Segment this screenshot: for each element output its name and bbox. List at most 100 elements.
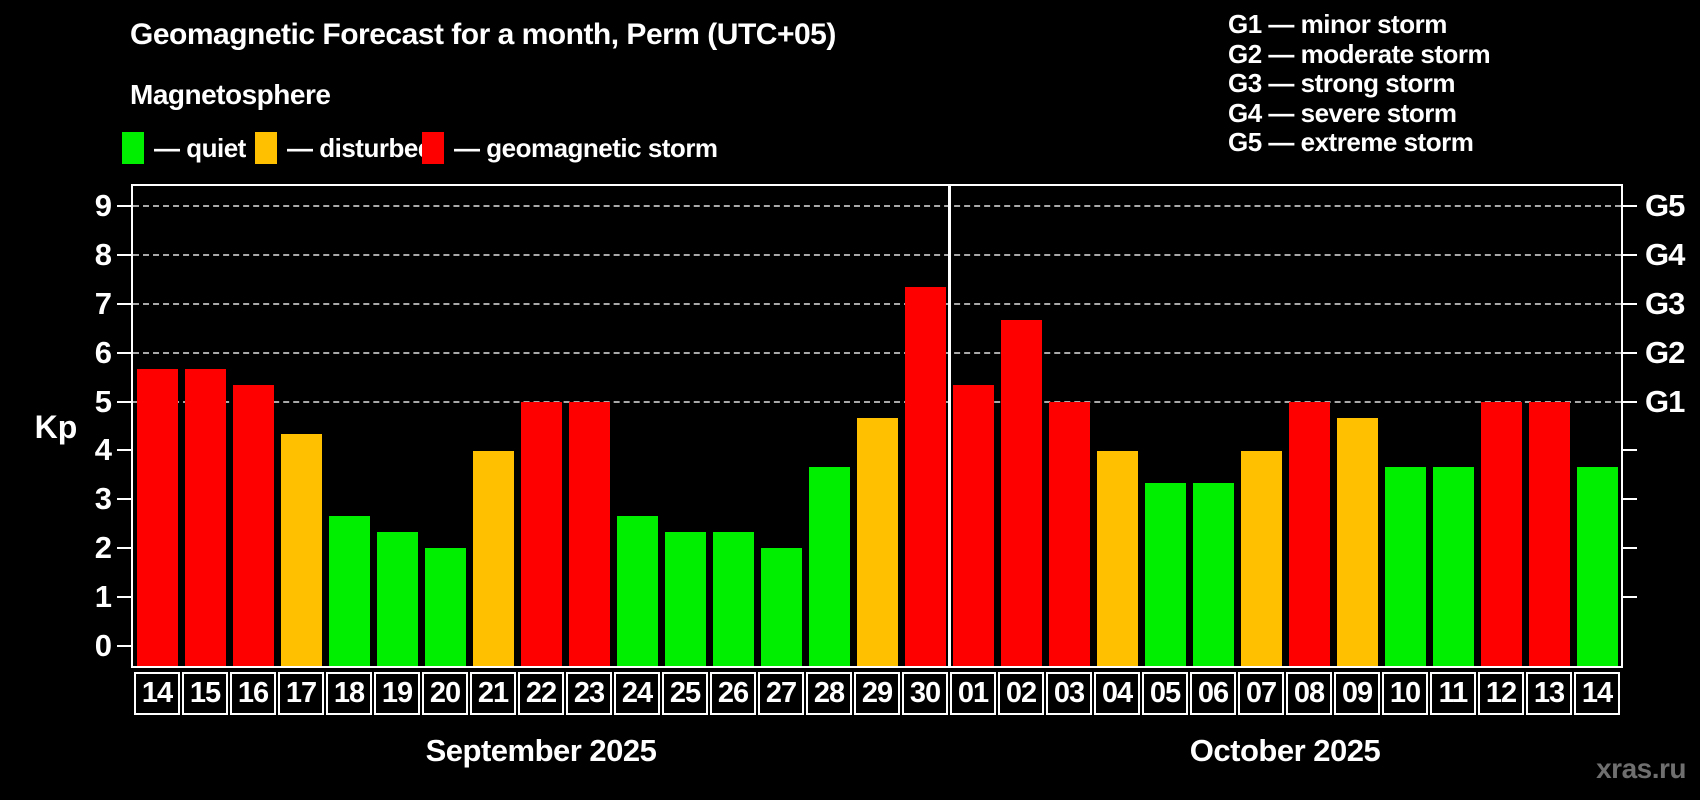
bar-september-29 bbox=[856, 417, 898, 666]
bar-october-09 bbox=[1336, 417, 1378, 666]
y-tick-right-9 bbox=[1623, 204, 1637, 207]
bar-october-04 bbox=[1096, 450, 1138, 666]
day-label-september-29: 29 bbox=[854, 672, 900, 715]
y-tick-left-0 bbox=[117, 645, 131, 648]
y-tick-label-2: 2 bbox=[94, 530, 112, 566]
y-tick-label-6: 6 bbox=[94, 334, 112, 370]
bar-september-20 bbox=[424, 548, 466, 666]
legend-item-disturbed: — disturbed bbox=[255, 131, 434, 165]
month-separator bbox=[947, 186, 951, 666]
legend-swatch-geomagnetic-storm bbox=[422, 132, 444, 164]
bar-september-25 bbox=[664, 532, 706, 666]
day-label-october-05: 05 bbox=[1142, 672, 1188, 715]
bar-october-14 bbox=[1576, 466, 1618, 666]
bar-september-22 bbox=[520, 401, 562, 666]
g-scale-legend: G1 — minor storm G2 — moderate storm G3 — … bbox=[1228, 9, 1491, 158]
day-label-october-03: 03 bbox=[1046, 672, 1092, 715]
month-label-october: October 2025 bbox=[1189, 733, 1381, 768]
g-legend-line-2: G2 — moderate storm bbox=[1228, 38, 1491, 69]
y-tick-left-9 bbox=[117, 204, 131, 207]
legend-label-disturbed: — disturbed bbox=[287, 132, 434, 163]
day-label-september-14: 14 bbox=[134, 672, 180, 715]
day-label-october-12: 12 bbox=[1478, 672, 1524, 715]
gridline-kp5 bbox=[133, 400, 1621, 403]
day-label-september-16: 16 bbox=[230, 672, 276, 715]
y-tick-label-0: 0 bbox=[94, 628, 112, 664]
day-label-september-28: 28 bbox=[806, 672, 852, 715]
day-label-october-07: 07 bbox=[1238, 672, 1284, 715]
bar-october-11 bbox=[1432, 466, 1474, 666]
g-level-label-G1: G1 bbox=[1645, 383, 1685, 419]
day-label-september-24: 24 bbox=[614, 672, 660, 715]
y-tick-left-4 bbox=[117, 449, 131, 452]
y-tick-label-3: 3 bbox=[94, 481, 112, 517]
g-level-label-G4: G4 bbox=[1645, 236, 1685, 272]
bar-october-01 bbox=[952, 385, 994, 666]
y-tick-label-5: 5 bbox=[94, 383, 112, 419]
y-tick-right-1 bbox=[1623, 596, 1637, 599]
y-axis-label: Kp bbox=[34, 409, 78, 445]
bar-october-13 bbox=[1528, 401, 1570, 666]
bar-september-27 bbox=[760, 548, 802, 666]
y-tick-left-2 bbox=[117, 547, 131, 550]
bar-september-18 bbox=[328, 515, 370, 666]
day-label-september-22: 22 bbox=[518, 672, 564, 715]
legend-swatch-quiet bbox=[122, 132, 144, 164]
g-level-label-G2: G2 bbox=[1645, 334, 1685, 370]
y-tick-label-9: 9 bbox=[94, 187, 112, 223]
legend-label-geomagnetic-storm: — geomagnetic storm bbox=[454, 132, 718, 163]
day-label-september-30: 30 bbox=[902, 672, 948, 715]
bar-october-12 bbox=[1480, 401, 1522, 666]
y-tick-left-7 bbox=[117, 302, 131, 305]
watermark: xras.ru bbox=[1596, 753, 1686, 784]
bar-october-02 bbox=[1000, 319, 1042, 666]
page-title: Geomagnetic Forecast for a month, Perm (… bbox=[130, 18, 836, 51]
day-label-september-26: 26 bbox=[710, 672, 756, 715]
y-tick-left-6 bbox=[117, 351, 131, 354]
day-label-september-25: 25 bbox=[662, 672, 708, 715]
plot-inner bbox=[133, 186, 1621, 666]
day-label-september-19: 19 bbox=[374, 672, 420, 715]
bar-september-23 bbox=[568, 401, 610, 666]
legend-item-quiet: — quiet bbox=[122, 131, 246, 165]
day-label-september-15: 15 bbox=[182, 672, 228, 715]
y-tick-left-1 bbox=[117, 596, 131, 599]
day-label-october-02: 02 bbox=[998, 672, 1044, 715]
day-label-october-06: 06 bbox=[1190, 672, 1236, 715]
day-label-september-20: 20 bbox=[422, 672, 468, 715]
y-tick-label-8: 8 bbox=[94, 236, 112, 272]
g-legend-line-4: G4 — severe storm bbox=[1228, 97, 1457, 128]
day-label-october-14: 14 bbox=[1574, 672, 1620, 715]
y-tick-right-4 bbox=[1623, 449, 1637, 452]
bar-september-30 bbox=[904, 287, 946, 666]
g-legend-line-3: G3 — strong storm bbox=[1228, 68, 1455, 98]
legend-label-quiet: — quiet bbox=[154, 132, 246, 163]
bar-september-19 bbox=[376, 532, 418, 666]
bar-september-16 bbox=[232, 385, 274, 666]
day-label-october-01: 01 bbox=[950, 672, 996, 715]
bar-september-26 bbox=[712, 532, 754, 666]
legend-item-geomagnetic-storm: — geomagnetic storm bbox=[422, 131, 718, 165]
day-label-october-13: 13 bbox=[1526, 672, 1572, 715]
y-tick-right-5 bbox=[1623, 400, 1637, 403]
y-tick-label-1: 1 bbox=[94, 579, 112, 615]
y-tick-right-8 bbox=[1623, 253, 1637, 256]
bar-october-03 bbox=[1048, 401, 1090, 666]
day-label-october-04: 04 bbox=[1094, 672, 1140, 715]
day-label-september-23: 23 bbox=[566, 672, 612, 715]
month-label-september: September 2025 bbox=[425, 733, 657, 768]
chart-subtitle: Magnetosphere bbox=[130, 79, 331, 110]
gridline-kp6 bbox=[133, 351, 1621, 354]
g-level-label-G3: G3 bbox=[1645, 285, 1685, 321]
bar-october-08 bbox=[1288, 401, 1330, 666]
gridline-kp8 bbox=[133, 253, 1621, 256]
gridline-kp9 bbox=[133, 204, 1621, 207]
bar-october-07 bbox=[1240, 450, 1282, 666]
y-tick-right-7 bbox=[1623, 302, 1637, 305]
bar-september-15 bbox=[184, 368, 226, 666]
day-label-october-11: 11 bbox=[1430, 672, 1476, 715]
bar-october-05 bbox=[1144, 483, 1186, 666]
day-label-october-08: 08 bbox=[1286, 672, 1332, 715]
y-tick-right-6 bbox=[1623, 351, 1637, 354]
